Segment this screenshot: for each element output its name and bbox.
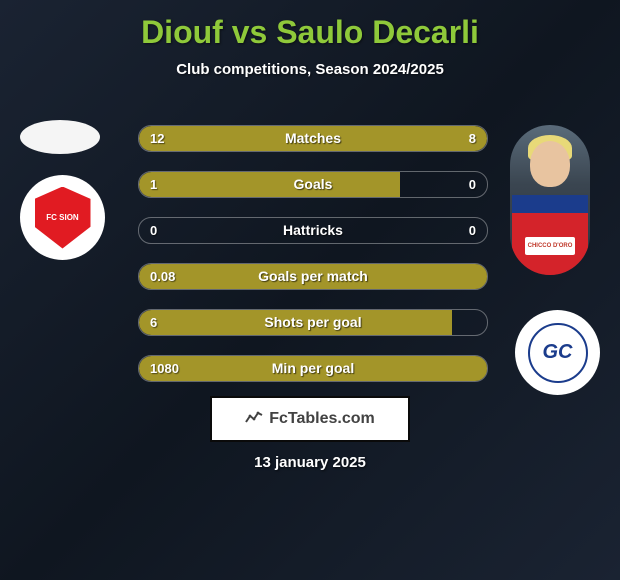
stat-row: 00Hattricks	[138, 217, 488, 244]
jersey-sponsor: CHICCO D'ORO	[525, 237, 575, 255]
player-head	[530, 141, 570, 187]
team-right-logo: GC	[515, 310, 600, 395]
stat-row: 10Goals	[138, 171, 488, 198]
player-left-photo	[20, 120, 100, 154]
brand-box[interactable]: FcTables.com	[210, 396, 410, 442]
stats-block: 128Matches 10Goals 00Hattricks 0.08Goals pe…	[138, 125, 488, 401]
page-title: Diouf vs Saulo Decarli	[0, 0, 620, 51]
stat-label: Goals per match	[138, 263, 488, 290]
stat-label: Matches	[138, 125, 488, 152]
stat-label: Shots per goal	[138, 309, 488, 336]
team-right-initials: GC	[528, 323, 588, 383]
subtitle: Club competitions, Season 2024/2025	[0, 61, 620, 78]
player-right-photo: CHICCO D'ORO	[510, 125, 590, 275]
stat-row: 1080Min per goal	[138, 355, 488, 382]
stat-label: Min per goal	[138, 355, 488, 382]
stat-row: 6Shots per goal	[138, 309, 488, 336]
chart-icon	[245, 410, 263, 429]
team-left-shield: FC SION	[35, 187, 91, 249]
stat-row: 128Matches	[138, 125, 488, 152]
stat-label: Hattricks	[138, 217, 488, 244]
player-jersey	[512, 195, 588, 275]
date-text: 13 january 2025	[0, 454, 620, 471]
team-left-logo: FC SION	[20, 175, 105, 260]
stat-row: 0.08Goals per match	[138, 263, 488, 290]
brand-text: FcTables.com	[269, 410, 375, 428]
stat-label: Goals	[138, 171, 488, 198]
